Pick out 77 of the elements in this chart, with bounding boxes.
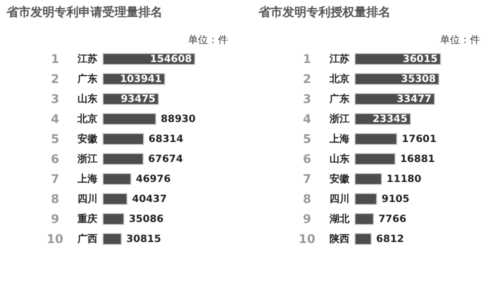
text: 6 — [302, 152, 312, 166]
bar — [102, 133, 144, 145]
data-label: 93475 — [120, 94, 156, 105]
text: 4 — [50, 112, 60, 126]
bar — [102, 193, 128, 205]
data-label: 68314 — [148, 134, 184, 145]
y-tick-label: 北京 — [76, 113, 98, 125]
bar — [354, 213, 374, 225]
data-label: 35086 — [128, 214, 164, 225]
data-label: 33477 — [396, 94, 432, 105]
text: 1 — [302, 52, 312, 66]
data-label: 23345 — [372, 114, 408, 125]
bar — [354, 153, 396, 165]
y-tick-label: 江苏 — [328, 53, 350, 65]
y-tick-label: 广东 — [328, 93, 350, 105]
bar — [354, 193, 378, 205]
text: 8 — [50, 192, 60, 206]
bar — [102, 233, 122, 245]
y-tick-label: 山东 — [78, 93, 98, 105]
text: 9 — [302, 212, 312, 226]
data-label: 103941 — [120, 74, 162, 85]
text: 单位：件 — [440, 34, 480, 46]
y-tick-label: 山东 — [330, 153, 350, 165]
bar — [354, 233, 372, 245]
y-tick-label: 重庆 — [76, 213, 98, 225]
data-label: 88930 — [160, 114, 196, 125]
y-tick-label: 四川 — [330, 193, 350, 205]
data-label: 9105 — [382, 194, 410, 205]
text: 10 — [46, 232, 64, 246]
chart-title: 省市发明专利申请受理量排名 — [6, 5, 163, 19]
data-label: 36015 — [402, 54, 438, 65]
text: 7 — [302, 172, 312, 186]
text: 9 — [50, 212, 60, 226]
data-label: 6812 — [376, 234, 404, 245]
data-label: 46976 — [136, 174, 171, 185]
y-tick-label: 浙江 — [328, 113, 350, 125]
text: 3 — [50, 92, 60, 106]
text: 7 — [50, 172, 60, 186]
text: 3 — [302, 92, 312, 106]
data-label: 16881 — [400, 154, 435, 165]
y-tick-label: 浙江 — [76, 153, 98, 165]
y-tick-label: 陕西 — [330, 233, 350, 245]
text: 10 — [298, 232, 316, 246]
text: 6 — [50, 152, 60, 166]
y-tick-label: 上海 — [328, 133, 350, 145]
y-tick-label: 四川 — [78, 193, 98, 205]
text: 单位：件 — [188, 34, 228, 46]
text: 2 — [302, 72, 312, 86]
bar — [354, 133, 398, 145]
text: 4 — [302, 112, 312, 126]
y-tick-label: 北京 — [328, 73, 350, 85]
data-label: 154608 — [150, 54, 192, 65]
data-label: 30815 — [126, 234, 162, 245]
data-label: 67674 — [148, 154, 184, 165]
y-tick-label: 安徽 — [330, 173, 350, 185]
y-tick-label: 湖北 — [328, 213, 350, 225]
data-label: 40437 — [132, 194, 167, 205]
text: 5 — [50, 132, 60, 146]
text: 8 — [302, 192, 312, 206]
data-label: 7766 — [378, 214, 406, 225]
y-tick-label: 广东 — [76, 73, 98, 85]
y-tick-label: 江苏 — [76, 53, 98, 65]
bar — [354, 173, 382, 185]
text: 5 — [302, 132, 312, 146]
bar — [102, 173, 132, 185]
data-label: 35308 — [401, 74, 436, 85]
data-label: 11180 — [386, 174, 422, 185]
bar — [102, 153, 144, 165]
y-tick-label: 安徽 — [78, 133, 98, 145]
bar — [102, 213, 124, 225]
text: 1 — [50, 52, 60, 66]
bar — [102, 113, 156, 125]
data-label: 17601 — [402, 134, 437, 145]
chart-title: 省市发明专利授权量排名 — [258, 5, 391, 19]
text: 2 — [50, 72, 60, 86]
y-tick-label: 上海 — [76, 173, 98, 185]
y-tick-label: 广西 — [76, 233, 98, 245]
